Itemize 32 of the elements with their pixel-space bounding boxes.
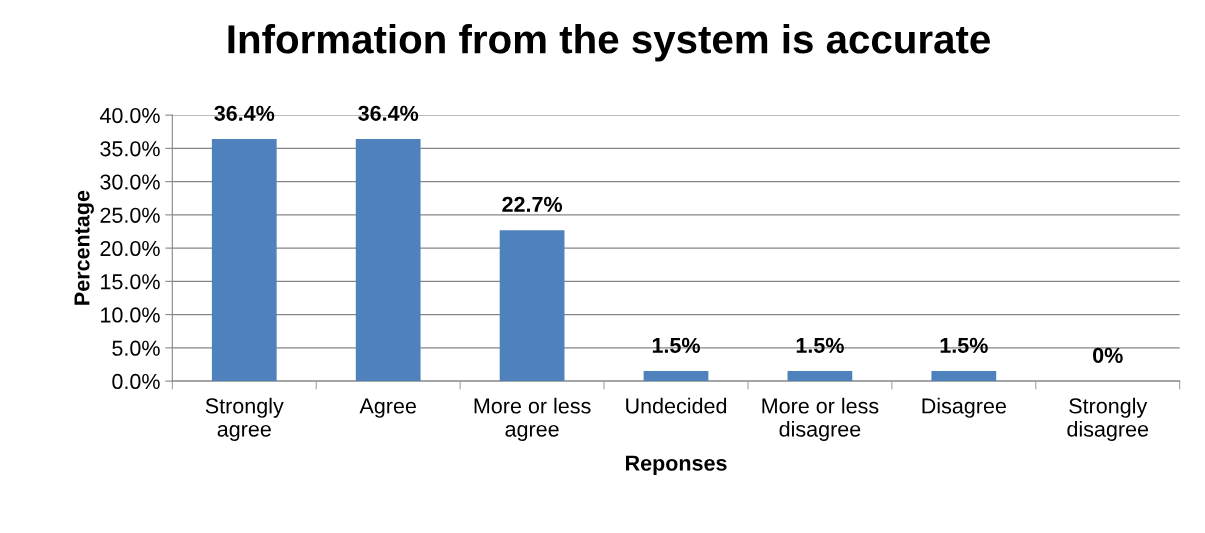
y-tick-label: 30.0% — [100, 174, 160, 190]
data-label: 0% — [1093, 347, 1123, 363]
bar — [499, 230, 565, 382]
bar — [787, 371, 853, 382]
x-tick-label: Agree — [359, 398, 416, 418]
x-tick-label: Strongly disagree — [1067, 397, 1149, 442]
x-tick-label: More or less disagree — [762, 397, 879, 442]
y-tick-label: 20.0% — [100, 240, 160, 257]
bar — [355, 139, 421, 382]
bar — [211, 139, 277, 382]
x-axis-title: Reponses — [626, 455, 727, 475]
x-tick-label: Undecided — [626, 397, 727, 414]
y-tick-label: 15.0% — [101, 274, 160, 290]
x-tick-label: Strongly agree — [205, 397, 284, 442]
y-tick-label: 25.0% — [100, 207, 160, 223]
y-tick-label: 5.0% — [112, 340, 160, 356]
data-label: 1.5% — [940, 337, 988, 353]
y-tick-label: 0.0% — [112, 373, 160, 390]
x-tick-label: Disagree — [922, 397, 1006, 418]
bar — [931, 371, 997, 382]
y-axis-title: Percentage — [74, 190, 94, 305]
data-label: 22.7% — [502, 196, 563, 212]
y-tick-label: 10.0% — [101, 307, 160, 323]
chart-title: Information from the system is accurate — [228, 23, 990, 62]
bar — [643, 371, 709, 382]
data-label: 36.4% — [358, 105, 419, 121]
data-label: 1.5% — [652, 337, 700, 353]
y-tick-label: 35.0% — [100, 141, 160, 157]
x-tick-label: More or less agree — [474, 397, 591, 442]
data-label: 36.4% — [214, 105, 275, 121]
data-label: 1.5% — [796, 337, 844, 353]
y-tick-label: 40.0% — [99, 107, 160, 124]
